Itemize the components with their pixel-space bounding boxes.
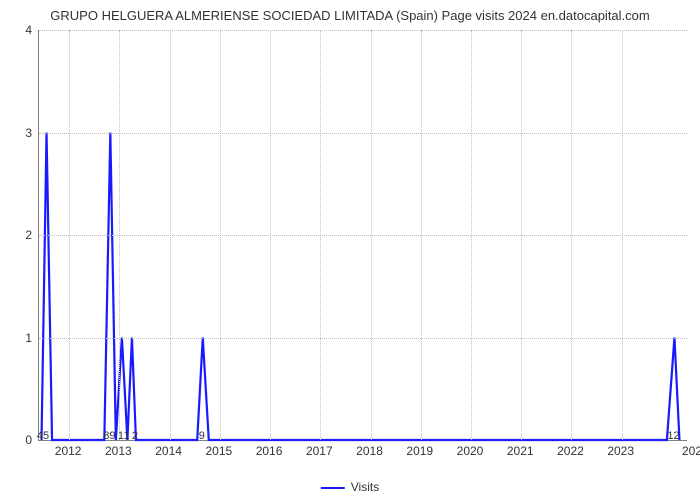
value-label: 1 — [123, 430, 129, 442]
xtick-label: 2014 — [155, 444, 182, 458]
xtick-label: 2019 — [406, 444, 433, 458]
gridline-y — [39, 30, 687, 31]
xtick-label: 2018 — [356, 444, 383, 458]
gridline-x — [421, 30, 422, 440]
chart-container: GRUPO HELGUERA ALMERIENSE SOCIEDAD LIMIT… — [0, 0, 700, 500]
ytick-label: 0 — [18, 433, 32, 447]
legend-swatch — [321, 487, 345, 489]
xtick-label-edge: 202 — [682, 444, 700, 458]
gridline-x — [622, 30, 623, 440]
gridline-x — [320, 30, 321, 440]
xtick-label: 2021 — [507, 444, 534, 458]
xtick-label: 2012 — [55, 444, 82, 458]
legend: Visits — [321, 480, 379, 494]
gridline-y — [39, 133, 687, 134]
chart-title: GRUPO HELGUERA ALMERIENSE SOCIEDAD LIMIT… — [50, 8, 649, 23]
gridline-x — [119, 30, 120, 440]
value-label: 89 — [103, 430, 115, 442]
value-label: 12 — [667, 430, 679, 442]
value-label: 9 — [199, 430, 205, 442]
gridline-x — [220, 30, 221, 440]
gridline-x — [69, 30, 70, 440]
plot-area — [38, 30, 687, 441]
ytick-label: 2 — [18, 228, 32, 242]
value-label: 2 — [132, 430, 138, 442]
gridline-x — [471, 30, 472, 440]
value-label: 45 — [37, 430, 49, 442]
xtick-label: 2015 — [205, 444, 232, 458]
ytick-label: 3 — [18, 126, 32, 140]
gridline-x — [571, 30, 572, 440]
gridline-x — [270, 30, 271, 440]
gridline-y — [39, 338, 687, 339]
gridline-x — [371, 30, 372, 440]
xtick-label: 2023 — [607, 444, 634, 458]
xtick-label: 2020 — [457, 444, 484, 458]
xtick-label: 2016 — [256, 444, 283, 458]
xtick-label: 2022 — [557, 444, 584, 458]
gridline-x — [521, 30, 522, 440]
gridline-x — [170, 30, 171, 440]
ytick-label: 4 — [18, 23, 32, 37]
xtick-label: 2017 — [306, 444, 333, 458]
gridline-y — [39, 235, 687, 236]
ytick-label: 1 — [18, 331, 32, 345]
xtick-label: 2013 — [105, 444, 132, 458]
legend-label: Visits — [351, 480, 379, 494]
